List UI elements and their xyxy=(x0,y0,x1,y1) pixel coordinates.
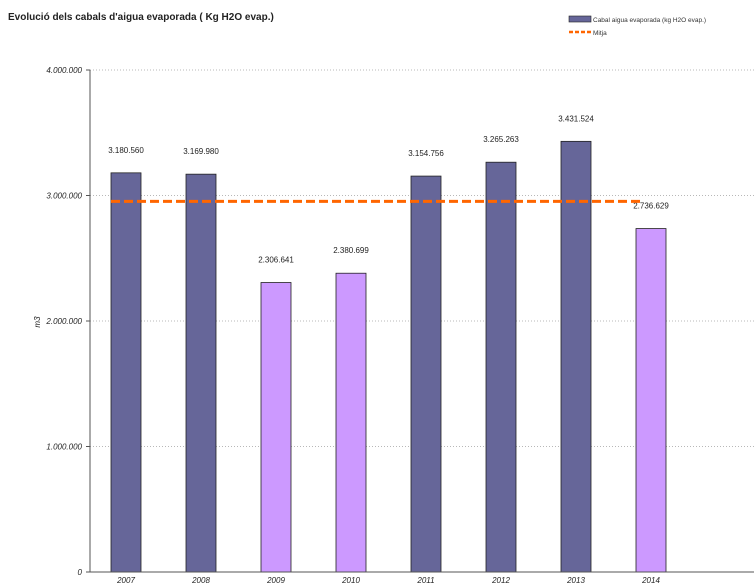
data-label: 3.265.263 xyxy=(483,135,519,144)
legend-series-label: Cabal aigua evaporada (kg H2O evap.) xyxy=(593,17,706,24)
y-tick-label: 0 xyxy=(78,568,83,577)
y-axis-ticks: 0 1.000.000 2.000.000 3.000.000 4.000.000 xyxy=(45,66,90,577)
x-tick-label: 2010 xyxy=(341,576,360,585)
x-tick-label: 2012 xyxy=(491,576,510,585)
legend: Cabal aigua evaporada (kg H2O evap.) Mit… xyxy=(568,15,706,37)
data-label: 3.169.980 xyxy=(183,147,219,156)
x-tick-label: 2011 xyxy=(416,576,434,585)
data-label: 3.180.560 xyxy=(108,146,144,155)
data-label: 2.736.629 xyxy=(633,202,669,211)
bar xyxy=(110,172,142,573)
data-label: 3.154.756 xyxy=(408,149,444,158)
y-tick-label: 2.000.000 xyxy=(45,317,82,326)
x-tick-label: 2007 xyxy=(116,576,135,585)
chart-title: Evolució dels cabals d'aigua evaporada (… xyxy=(8,12,274,23)
data-labels: 3.180.560 3.169.980 2.306.641 2.380.699 3.15… xyxy=(108,114,669,264)
data-label: 2.306.641 xyxy=(258,256,294,265)
bar xyxy=(185,173,217,573)
bar xyxy=(410,175,442,573)
data-label: 3.431.524 xyxy=(558,114,594,123)
bar xyxy=(635,228,667,573)
x-tick-label: 2014 xyxy=(641,576,660,585)
bar xyxy=(335,272,367,573)
y-tick-label: 4.000.000 xyxy=(46,66,82,75)
legend-mean-label: Mitja xyxy=(593,30,607,37)
y-tick-label: 3.000.000 xyxy=(46,192,82,201)
x-tick-label: 2013 xyxy=(566,576,585,585)
x-tick-label: 2008 xyxy=(191,576,210,585)
data-label: 2.380.699 xyxy=(333,246,369,255)
y-axis-label: m3 xyxy=(33,316,42,328)
bar xyxy=(260,282,292,573)
x-tick-label: 2009 xyxy=(266,576,285,585)
y-tick-label: 1.000.000 xyxy=(46,443,82,452)
bar xyxy=(485,161,517,573)
x-axis-ticks: 2007 2008 2009 2010 2011 2012 2013 2014 xyxy=(116,576,660,585)
bar xyxy=(560,140,592,573)
legend-series-swatch xyxy=(568,15,592,23)
bars xyxy=(110,140,667,573)
